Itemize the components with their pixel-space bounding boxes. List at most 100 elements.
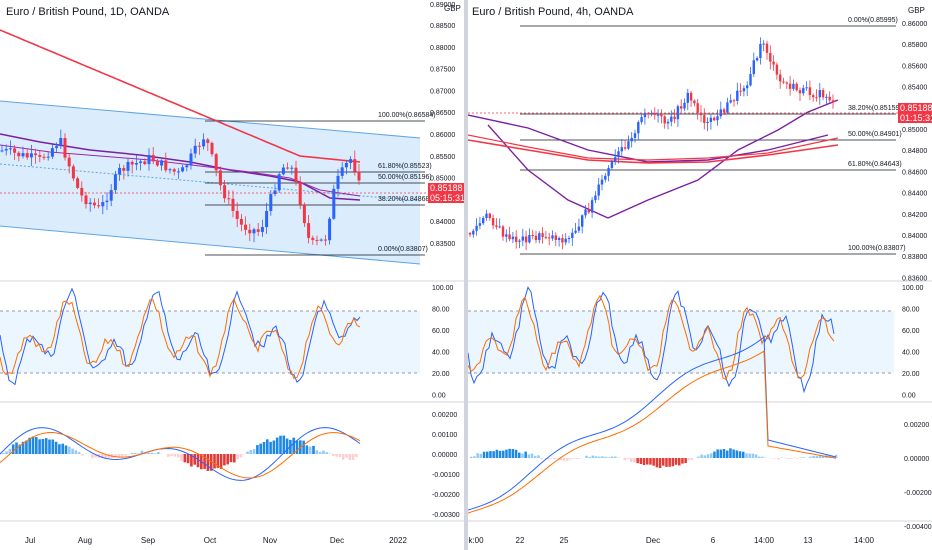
time-tick-label: 25 <box>560 536 569 545</box>
macd-histogram-bar <box>134 452 137 454</box>
macd-histogram-bar <box>534 456 537 458</box>
macd-histogram-bar <box>591 455 595 458</box>
macd-tick-label: -0.00100 <box>432 472 460 479</box>
macd-histogram-bar <box>173 454 177 457</box>
macd-histogram-bar <box>553 458 556 460</box>
macd-histogram-bar <box>527 454 531 458</box>
candle <box>828 91 831 103</box>
time-tick-label: Dec <box>330 536 344 545</box>
candle <box>732 98 736 107</box>
macd-histogram-bar <box>338 454 342 457</box>
stoch-tick-label: 100.00 <box>902 285 924 292</box>
time-tick-label: Sep <box>141 536 156 545</box>
macd-histogram-bar <box>153 453 157 454</box>
candle <box>798 87 802 102</box>
macd-histogram-bar <box>262 441 266 454</box>
price-tick-label: 0.84800 <box>902 148 927 155</box>
fib-level-label: 61.80%(0.85523) <box>378 163 432 170</box>
candle <box>571 228 574 246</box>
candle <box>633 129 637 143</box>
candle <box>71 164 75 182</box>
candle <box>818 82 821 105</box>
macd-histogram-bar <box>492 451 495 458</box>
macd-histogram-bar <box>518 452 521 458</box>
macd-tick-label: 0.00000 <box>432 452 457 459</box>
price-tick-label: 0.85000 <box>902 127 927 134</box>
macd-tick-label: -0.00300 <box>432 512 460 519</box>
time-tick-label: 2022 <box>389 536 407 545</box>
macd-histogram-bar <box>51 439 55 454</box>
candle <box>623 139 627 151</box>
price-tick-label: 0.85800 <box>902 42 927 49</box>
macd-histogram-bar <box>229 454 233 463</box>
macd-histogram-bar <box>302 440 305 454</box>
macd-histogram-bar <box>38 439 41 454</box>
h4-chart-canvas[interactable]: 0.00%(0.85995) 38.20%(0.85159) 50.00%(0.84… <box>468 0 932 550</box>
macd-histogram-bar <box>21 441 25 454</box>
macd-histogram-bar <box>479 453 483 458</box>
badge-countdown: 01:15:31 <box>900 113 932 123</box>
macd-histogram-bar <box>508 448 511 458</box>
macd-histogram-bar <box>726 450 729 458</box>
macd-histogram-bar <box>655 458 659 468</box>
price-tick-label: 0.83500 <box>430 241 455 248</box>
candle <box>808 80 812 101</box>
macd-histogram-bar <box>266 439 269 454</box>
candle <box>21 146 25 159</box>
candle <box>468 231 472 237</box>
macd-histogram-bar <box>710 453 713 458</box>
macd-histogram-bar <box>790 458 793 459</box>
candle <box>617 146 620 164</box>
macd-histogram-bar <box>818 455 822 458</box>
candle <box>50 144 54 159</box>
h4-chart-panel[interactable]: 0.00%(0.85995) 38.20%(0.85159) 50.00%(0.84… <box>468 0 932 550</box>
macd-histogram-bar <box>578 458 582 459</box>
ema-100-line <box>468 139 839 164</box>
candle <box>139 159 143 171</box>
candle <box>653 107 656 120</box>
channel-lower-line <box>0 225 421 265</box>
macd-histogram-bar <box>213 454 216 469</box>
candle <box>475 218 478 236</box>
price-tick-label: 0.86500 <box>430 110 455 117</box>
candle <box>785 81 788 89</box>
candle <box>340 162 344 180</box>
macd-histogram-bar <box>786 458 790 459</box>
candle <box>769 45 772 70</box>
macd-histogram-bar <box>226 454 229 465</box>
macd-histogram-bar <box>315 450 319 454</box>
candle <box>515 230 518 249</box>
candle <box>614 149 617 166</box>
candle <box>742 85 746 97</box>
candle <box>699 105 703 123</box>
candle <box>109 183 113 207</box>
price-tick-label: 0.88000 <box>430 45 455 52</box>
daily-chart-panel[interactable]: 100.00%(0.86584) 61.80%(0.85523) 50.00%(0.… <box>0 0 465 550</box>
macd-histogram-bar <box>348 454 352 461</box>
price-tick-label: 0.85000 <box>430 176 455 183</box>
macd-histogram-bar <box>11 444 15 454</box>
price-tick-label: 0.84400 <box>902 191 927 198</box>
macd-histogram-bar <box>649 458 652 465</box>
candle <box>805 81 808 91</box>
candle <box>294 160 298 186</box>
symbol-title: Euro / British Pound, 1D, OANDA <box>6 6 170 18</box>
panel-divider[interactable] <box>464 0 468 550</box>
price-tick-label: 0.85400 <box>902 85 927 92</box>
time-tick-label: 6 <box>711 536 716 545</box>
macd-histogram-bar <box>31 436 35 454</box>
candle <box>683 98 686 112</box>
macd-histogram-bar <box>147 452 150 454</box>
sma-200-line <box>0 29 361 163</box>
candle <box>181 164 185 173</box>
daily-chart-canvas[interactable]: 100.00%(0.86584) 61.80%(0.85523) 50.00%(0.… <box>0 0 464 550</box>
fib-level-label: 100.00%(0.83807) <box>848 245 906 252</box>
macd-histogram-bar <box>196 454 200 468</box>
candle <box>821 88 825 101</box>
candle <box>210 141 214 157</box>
candle <box>656 109 660 123</box>
macd-histogram-bar <box>521 453 524 458</box>
candle <box>792 79 795 91</box>
price-tick-label: 0.89000 <box>430 2 455 9</box>
